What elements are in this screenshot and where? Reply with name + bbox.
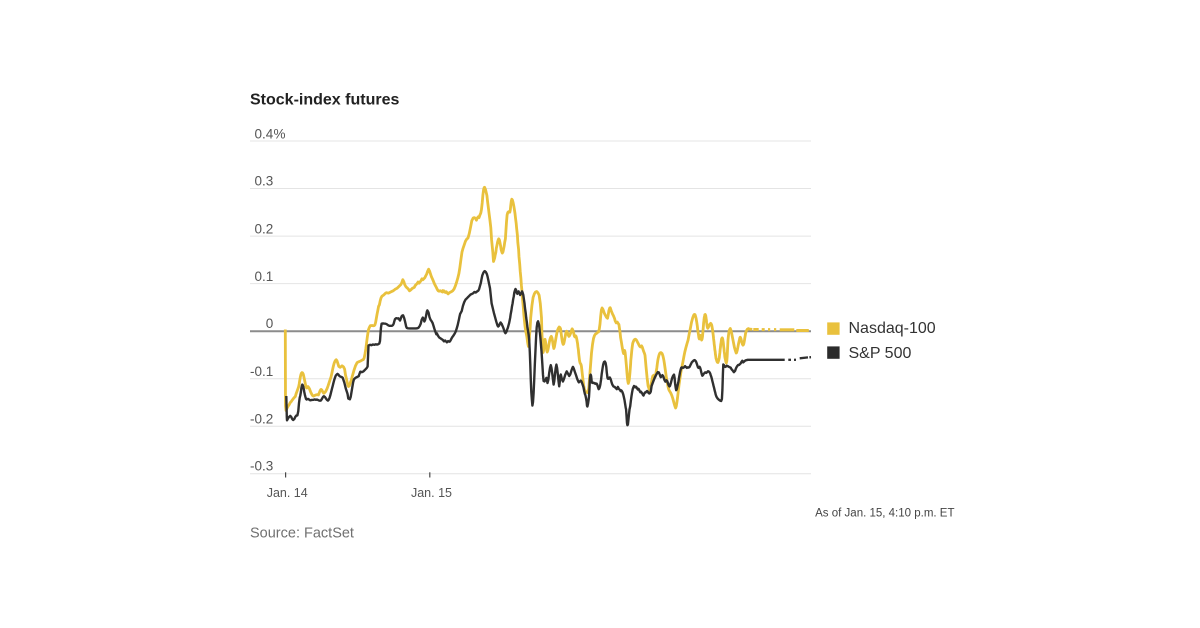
svg-text:Nasdaq-100: Nasdaq-100 (849, 320, 936, 337)
svg-text:Stock-index futures: Stock-index futures (250, 91, 399, 108)
svg-text:0.3: 0.3 (255, 174, 274, 189)
svg-text:0: 0 (266, 316, 274, 331)
svg-text:-0.2: -0.2 (250, 412, 273, 427)
svg-text:-0.1: -0.1 (250, 364, 273, 379)
svg-text:-0.3: -0.3 (250, 459, 273, 474)
svg-text:Jan. 15: Jan. 15 (411, 486, 452, 500)
svg-text:0.1: 0.1 (255, 269, 274, 284)
svg-text:%: % (274, 126, 286, 141)
svg-text:0.4: 0.4 (255, 126, 274, 141)
svg-text:As of Jan. 15, 4:10 p.m. ET: As of Jan. 15, 4:10 p.m. ET (815, 508, 954, 520)
svg-text:S&P 500: S&P 500 (849, 345, 912, 362)
svg-text:Source: FactSet: Source: FactSet (250, 526, 354, 542)
svg-text:Jan. 14: Jan. 14 (267, 486, 308, 500)
svg-text:0.2: 0.2 (255, 221, 274, 236)
